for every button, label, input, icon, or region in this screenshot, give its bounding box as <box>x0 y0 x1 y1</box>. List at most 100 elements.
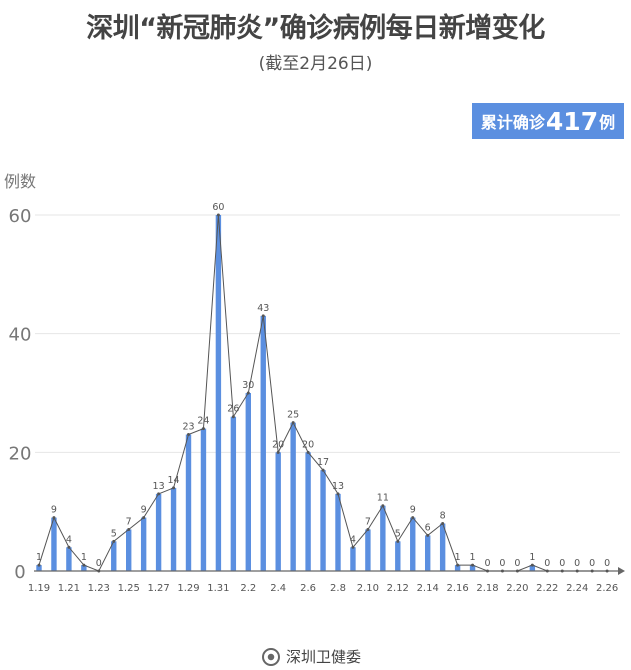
x-tick-label: 2.20 <box>506 583 528 594</box>
data-label: 0 <box>589 558 595 569</box>
bar <box>454 565 461 571</box>
bar <box>185 434 192 571</box>
bar <box>140 517 147 571</box>
chart-title: 深圳“新冠肺炎”确诊病例每日新增变化 <box>86 13 545 44</box>
data-label: 20 <box>302 439 314 450</box>
data-point <box>276 450 280 454</box>
data-point <box>172 486 176 490</box>
bar <box>275 452 281 571</box>
data-point <box>67 545 71 549</box>
bar <box>200 428 207 571</box>
x-tick-label: 2.26 <box>596 583 618 594</box>
data-label: 20 <box>272 439 284 450</box>
total-prefix: 累计确诊 <box>480 113 545 132</box>
data-label: 1 <box>455 552 461 563</box>
data-point <box>426 533 430 537</box>
data-point <box>471 563 475 567</box>
bar <box>305 452 311 571</box>
data-label: 4 <box>350 534 356 545</box>
x-tick-label: 2.16 <box>446 583 468 594</box>
data-point <box>486 569 489 573</box>
data-point <box>231 415 235 419</box>
x-tick-label: 1.19 <box>28 583 50 594</box>
bar <box>170 487 177 571</box>
bar <box>335 493 341 571</box>
data-label: 9 <box>410 505 416 516</box>
x-tick-label: 2.2 <box>240 583 256 594</box>
data-label: 6 <box>425 522 431 533</box>
source-label: 深圳卫健委 <box>286 648 362 666</box>
x-tick-label: 2.4 <box>270 583 286 594</box>
data-label: 17 <box>317 457 329 468</box>
bar <box>320 470 326 571</box>
data-label: 0 <box>574 558 580 569</box>
bar <box>380 505 386 571</box>
x-tick-label: 1.21 <box>58 583 80 594</box>
data-point <box>97 569 101 573</box>
total-number: 417 <box>545 106 599 136</box>
bar <box>469 565 476 571</box>
data-point <box>515 569 519 573</box>
x-tick-label: 1.27 <box>147 583 169 594</box>
bar <box>350 547 356 571</box>
data-point <box>560 569 564 573</box>
data-label: 30 <box>242 380 254 391</box>
data-label: 7 <box>365 516 371 527</box>
bar <box>51 517 57 571</box>
bar <box>425 535 431 571</box>
data-point <box>112 539 116 543</box>
y-tick-label: 0 <box>14 562 25 583</box>
data-label: 9 <box>51 505 57 516</box>
data-label: 7 <box>126 516 132 527</box>
x-tick-label: 2.10 <box>357 583 379 594</box>
data-label: 5 <box>395 528 401 539</box>
bar <box>290 422 296 571</box>
x-tick-label: 1.31 <box>207 583 229 594</box>
footer-source: 深圳卫健委 <box>262 646 361 667</box>
y-tick-label: 60 <box>9 206 32 227</box>
data-point <box>142 516 146 520</box>
data-label: 1 <box>36 552 42 563</box>
data-point <box>530 563 534 567</box>
data-point <box>321 468 325 472</box>
data-label: 11 <box>377 493 389 504</box>
data-point <box>545 569 549 573</box>
bar <box>260 315 266 571</box>
bar <box>439 523 446 571</box>
data-label: 14 <box>168 475 180 486</box>
bar <box>395 541 401 571</box>
data-point <box>127 527 131 531</box>
data-point <box>187 433 190 437</box>
y-axis-label: 例数 <box>4 172 37 191</box>
data-point <box>441 522 445 526</box>
bar <box>36 565 42 571</box>
data-point <box>575 569 579 573</box>
x-tick-label: 2.24 <box>566 583 588 594</box>
bar <box>230 416 237 571</box>
data-point <box>37 563 41 567</box>
bar <box>365 529 371 571</box>
data-point <box>201 427 205 431</box>
data-point <box>82 563 86 567</box>
data-point <box>590 569 594 573</box>
bar <box>215 215 222 571</box>
data-label: 0 <box>604 558 610 569</box>
data-label: 4 <box>66 534 72 545</box>
data-point <box>456 563 460 567</box>
data-point <box>366 527 370 531</box>
x-tick-label: 1.29 <box>177 583 199 594</box>
x-tick-label: 2.6 <box>300 583 316 594</box>
data-label: 0 <box>544 558 550 569</box>
data-label: 5 <box>111 528 117 539</box>
total-suffix: 例 <box>599 113 616 132</box>
x-axis-arrow-icon <box>618 567 625 575</box>
y-tick-label: 20 <box>9 443 32 464</box>
x-tick-label: 2.8 <box>330 583 346 594</box>
bar <box>111 541 117 571</box>
x-tick-label: 2.12 <box>387 583 409 594</box>
data-point <box>52 516 56 520</box>
data-label: 0 <box>96 558 102 569</box>
data-label: 1 <box>529 552 535 563</box>
